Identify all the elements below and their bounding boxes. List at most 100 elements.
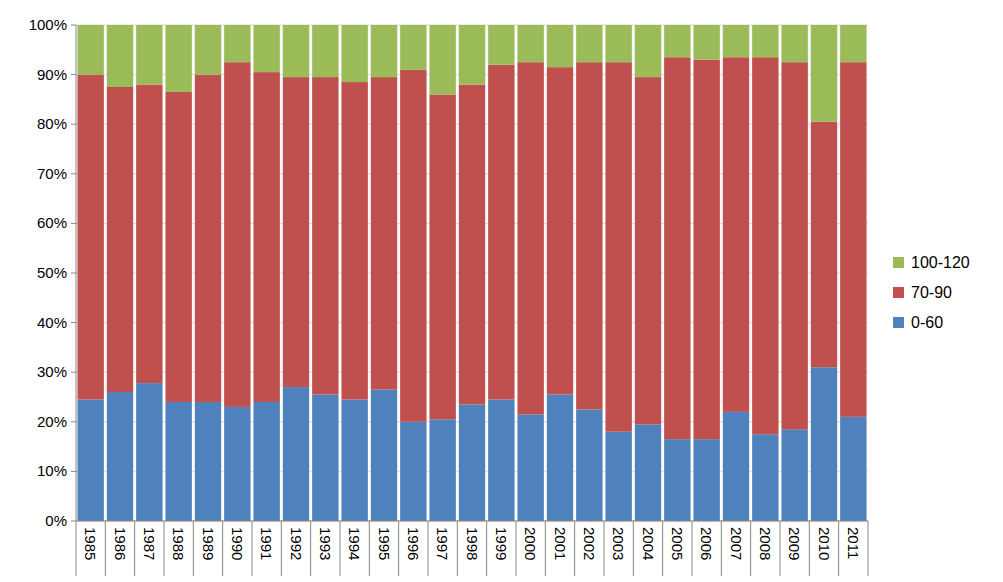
- x-tick-label: 1996: [405, 527, 422, 560]
- bar-segment: [723, 25, 749, 57]
- x-tick: [457, 521, 458, 576]
- bar-segment: [811, 367, 837, 521]
- y-tick-label: 90%: [37, 66, 67, 83]
- x-tick: [868, 521, 869, 576]
- x-tick-label: 2008: [757, 527, 774, 560]
- bar-segment: [77, 25, 103, 75]
- bar-segment: [136, 25, 162, 85]
- x-tick: [105, 521, 106, 576]
- bar-segment: [429, 25, 455, 94]
- bar-segment: [283, 25, 309, 77]
- bar-segment: [459, 85, 485, 405]
- y-tick: [71, 421, 76, 422]
- bar-segment: [664, 25, 690, 57]
- x-tick-label: 2010: [816, 527, 833, 560]
- y-tick: [71, 273, 76, 274]
- bar-segment: [400, 25, 426, 70]
- y-tick-label: 30%: [37, 363, 67, 380]
- bar-segment: [488, 25, 514, 65]
- x-tick: [574, 521, 575, 576]
- x-tick: [369, 521, 370, 576]
- x-tick: [633, 521, 634, 576]
- bar-segment: [195, 25, 221, 75]
- x-tick: [662, 521, 663, 576]
- y-tick-label: 40%: [37, 314, 67, 331]
- bar-segment: [77, 75, 103, 400]
- x-tick-label: 2004: [640, 527, 657, 560]
- y-tick-label: 50%: [37, 264, 67, 281]
- bar-segment: [664, 57, 690, 439]
- bar-segment: [781, 25, 807, 62]
- x-tick-label: 2002: [581, 527, 598, 560]
- bar-segment: [635, 25, 661, 77]
- bar-segment: [165, 25, 191, 92]
- x-tick: [76, 521, 77, 576]
- legend-swatch: [893, 287, 904, 298]
- x-tick-label: 1989: [200, 527, 217, 560]
- bar-segment: [341, 25, 367, 82]
- x-tick-label: 1990: [229, 527, 246, 560]
- bar-segment: [635, 424, 661, 521]
- y-tick: [71, 372, 76, 373]
- bar-segment: [664, 439, 690, 521]
- x-tick-label: 1992: [288, 527, 305, 560]
- x-tick: [281, 521, 282, 576]
- bar-segment: [371, 25, 397, 77]
- bar-segment: [693, 60, 719, 439]
- y-tick-label: 100%: [29, 16, 67, 33]
- bar-segment: [312, 25, 338, 77]
- bar-segment: [811, 25, 837, 122]
- x-tick-label: 1993: [317, 527, 334, 560]
- x-tick-label: 1994: [346, 527, 363, 560]
- legend-label: 0-60: [911, 314, 943, 331]
- x-tick-label: 1991: [258, 527, 275, 560]
- bar-segment: [253, 72, 279, 402]
- bar-segment: [136, 85, 162, 384]
- x-tick-label: 1997: [434, 527, 451, 560]
- chart: 0%10%20%30%40%50%60%70%80%90%100%1985198…: [0, 0, 1003, 582]
- bar-segment: [77, 399, 103, 521]
- bar-segment: [459, 25, 485, 85]
- x-tick: [486, 521, 487, 576]
- bar-segment: [517, 414, 543, 521]
- y-tick: [71, 25, 76, 26]
- legend-label: 70-90: [911, 284, 952, 301]
- bar-segment: [312, 395, 338, 521]
- x-tick: [428, 521, 429, 576]
- y-tick: [71, 521, 76, 522]
- x-tick-label: 2007: [728, 527, 745, 560]
- y-tick-label: 60%: [37, 214, 67, 231]
- bar-segment: [840, 25, 866, 62]
- y-tick-label: 70%: [37, 165, 67, 182]
- bar-segment: [459, 404, 485, 521]
- bar-segment: [371, 390, 397, 521]
- x-tick-label: 2011: [845, 527, 862, 559]
- bar-segment: [723, 412, 749, 521]
- y-tick: [71, 124, 76, 125]
- bar-segment: [341, 399, 367, 521]
- bar-segment: [605, 62, 631, 432]
- bar-segment: [635, 77, 661, 424]
- x-tick: [692, 521, 693, 576]
- x-tick-label: 2003: [610, 527, 627, 560]
- bar-segment: [752, 25, 778, 57]
- x-tick: [134, 521, 135, 576]
- bar-segment: [253, 402, 279, 521]
- x-tick: [252, 521, 253, 576]
- x-tick-label: 2001: [552, 527, 569, 560]
- bar-segment: [781, 429, 807, 521]
- bar-segment: [107, 392, 133, 521]
- bar-segment: [253, 25, 279, 72]
- bar-segment: [576, 25, 602, 62]
- y-tick: [71, 223, 76, 224]
- bar-segment: [224, 407, 250, 521]
- bar-segment: [224, 62, 250, 407]
- x-tick-label: 1995: [376, 527, 393, 560]
- bars: [77, 25, 866, 521]
- bar-segment: [605, 432, 631, 521]
- bar-segment: [576, 409, 602, 521]
- bar-segment: [400, 70, 426, 422]
- bar-segment: [840, 417, 866, 521]
- x-tick-label: 2006: [698, 527, 715, 560]
- x-tick: [545, 521, 546, 576]
